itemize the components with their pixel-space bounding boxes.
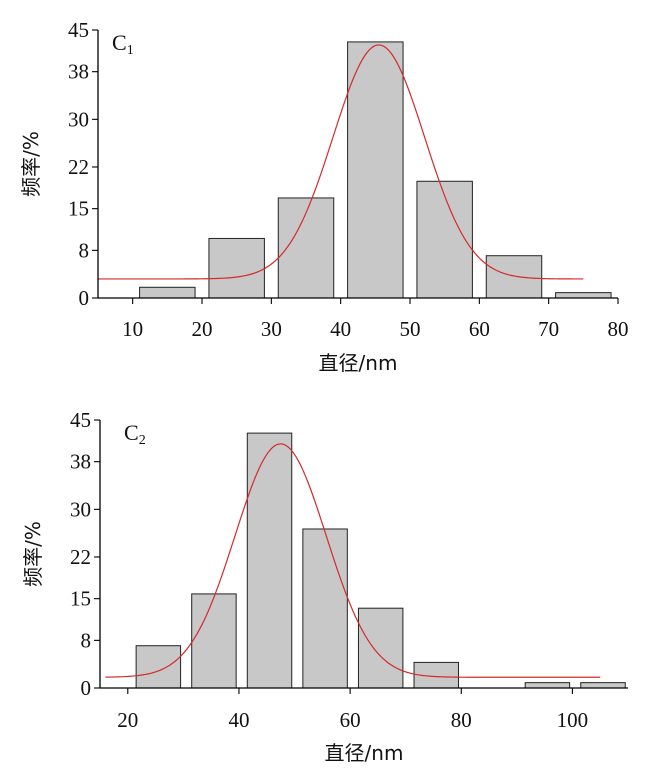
y-tick-label: 30 bbox=[68, 107, 89, 131]
x-tick-label: 50 bbox=[400, 317, 421, 341]
y-tick-label: 22 bbox=[68, 155, 89, 179]
bar-4 bbox=[347, 41, 404, 299]
y-tick-label: 38 bbox=[68, 60, 89, 84]
bar-7 bbox=[555, 292, 612, 299]
x-tick-label: 30 bbox=[261, 317, 282, 341]
y-tick-label: 8 bbox=[81, 628, 92, 652]
y-tick-label: 45 bbox=[68, 18, 89, 42]
y-tick-label: 38 bbox=[70, 450, 91, 474]
y-tick-label: 15 bbox=[70, 587, 91, 611]
bar-9 bbox=[580, 682, 626, 689]
x-tick-label: 60 bbox=[340, 708, 361, 732]
x-tick-label: 70 bbox=[538, 317, 559, 341]
bar-2 bbox=[191, 593, 237, 689]
y-tick-label: 8 bbox=[79, 238, 90, 262]
chart-panel-1: 0 8 15 22 30 38 45 10 20 30 40 50 60 70 80 直径/nm 频率/% C1 bbox=[19, 18, 629, 375]
y-tick-label: 0 bbox=[81, 676, 92, 700]
y-tick-label: 0 bbox=[79, 286, 90, 310]
bar-8 bbox=[524, 682, 571, 689]
panel-label: C1 bbox=[112, 30, 134, 58]
x-tick-label: 10 bbox=[122, 317, 143, 341]
x-tick-label: 60 bbox=[469, 317, 490, 341]
x-tick-label: 20 bbox=[117, 708, 138, 732]
chart-panel-2: 0 8 15 22 30 38 45 20 40 60 80 100 直径/nm 频率/% C2 bbox=[21, 408, 628, 765]
y-axis-title: 频率/% bbox=[21, 521, 45, 587]
y-tick-label: 30 bbox=[70, 497, 91, 521]
bar-3 bbox=[277, 197, 335, 299]
bar-1 bbox=[135, 645, 182, 689]
x-tick-label: 80 bbox=[451, 708, 472, 732]
fit-curve bbox=[105, 443, 601, 678]
bar-3 bbox=[246, 432, 293, 689]
panel-label: C2 bbox=[124, 420, 146, 448]
y-axis-title: 频率/% bbox=[19, 131, 43, 197]
x-axis-title: 直径/nm bbox=[319, 351, 398, 375]
bar-1 bbox=[139, 286, 196, 299]
x-tick-label: 80 bbox=[608, 317, 629, 341]
x-tick-label: 100 bbox=[557, 708, 589, 732]
fit-curve bbox=[98, 44, 584, 280]
y-tick-label: 45 bbox=[70, 408, 91, 432]
bar-5 bbox=[416, 180, 473, 299]
bar-6 bbox=[485, 255, 543, 299]
bar-4 bbox=[302, 528, 348, 689]
bar-2 bbox=[208, 237, 265, 299]
y-tick-label: 22 bbox=[70, 545, 91, 569]
x-tick-label: 40 bbox=[228, 708, 249, 732]
bar-5 bbox=[357, 607, 404, 689]
x-tick-label: 20 bbox=[192, 317, 213, 341]
x-tick-label: 40 bbox=[330, 317, 351, 341]
y-tick-label: 15 bbox=[68, 197, 89, 221]
x-axis-title: 直径/nm bbox=[325, 741, 404, 765]
